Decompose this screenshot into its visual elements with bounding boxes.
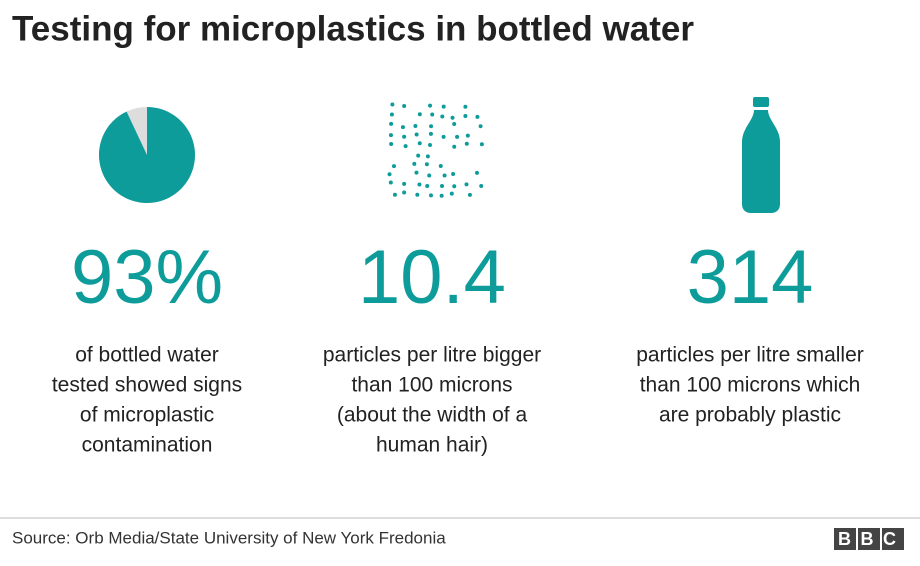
stat-value: 93% xyxy=(71,235,223,320)
title: Testing for microplastics in bottled wat… xyxy=(12,9,694,48)
logo-text: BBC xyxy=(838,529,906,549)
dot xyxy=(479,142,484,147)
logo-box xyxy=(858,528,880,550)
dot xyxy=(425,183,430,188)
dot xyxy=(467,192,472,197)
stat-description: tested showed signs xyxy=(52,374,242,397)
stat-description: (about the width of a xyxy=(337,404,528,427)
dot xyxy=(388,133,393,138)
source: Source: Orb Media/State University of Ne… xyxy=(12,528,446,547)
stat-description: of bottled water xyxy=(75,344,219,367)
dot xyxy=(402,190,407,195)
stat-value: 314 xyxy=(687,235,814,320)
dot xyxy=(449,191,454,196)
dot xyxy=(389,142,394,147)
pie-slice xyxy=(99,107,195,204)
stat-description: of microplastic xyxy=(80,404,214,427)
bottle-icon xyxy=(742,97,780,213)
stat-description: than 100 microns xyxy=(351,374,512,397)
dot xyxy=(428,142,433,147)
dot xyxy=(387,172,392,177)
dot xyxy=(452,121,457,126)
dot xyxy=(400,125,405,130)
dot xyxy=(412,161,417,166)
dot xyxy=(402,104,407,109)
dot xyxy=(388,180,393,185)
dot xyxy=(403,144,408,149)
stat-description: human hair) xyxy=(376,434,488,457)
dot xyxy=(428,103,433,108)
dot xyxy=(452,184,457,189)
dot xyxy=(442,173,447,178)
dot xyxy=(429,124,434,129)
dot xyxy=(478,124,483,129)
stat-description: are probably plastic xyxy=(659,404,841,427)
dot xyxy=(424,162,429,167)
dot xyxy=(438,163,443,168)
dot xyxy=(402,134,407,139)
dot xyxy=(417,141,422,146)
dot xyxy=(474,170,479,175)
logo: BBC xyxy=(834,528,906,550)
dot xyxy=(413,124,418,129)
dot xyxy=(439,184,444,189)
dot xyxy=(417,182,422,187)
dot xyxy=(430,112,435,117)
dot xyxy=(464,182,469,187)
dot xyxy=(425,154,430,159)
dot xyxy=(428,131,433,136)
dot xyxy=(463,104,468,109)
dot xyxy=(463,113,468,118)
dot xyxy=(475,114,480,119)
dot xyxy=(429,193,434,198)
dot xyxy=(464,141,469,146)
stat-description: particles per litre bigger xyxy=(323,344,541,367)
logo-box xyxy=(882,528,904,550)
dot xyxy=(465,133,470,138)
dot xyxy=(389,121,394,126)
dot xyxy=(427,173,432,178)
dot xyxy=(441,134,446,139)
logo-box xyxy=(834,528,856,550)
dot xyxy=(390,102,395,107)
dot xyxy=(392,192,397,197)
dot xyxy=(414,170,419,175)
dot xyxy=(450,115,455,120)
dot xyxy=(415,192,420,197)
dot xyxy=(389,112,394,117)
dot xyxy=(416,153,421,158)
dot xyxy=(417,112,422,117)
stat-description: particles per litre smaller xyxy=(636,344,864,367)
dot xyxy=(452,144,457,149)
dot xyxy=(440,114,445,119)
stat-description: than 100 microns which xyxy=(640,374,861,397)
dot xyxy=(479,184,484,189)
dot xyxy=(402,181,407,186)
dot xyxy=(441,104,446,109)
dot xyxy=(451,172,456,177)
stat-value: 10.4 xyxy=(358,235,506,320)
dot xyxy=(391,164,396,169)
dot xyxy=(439,193,444,198)
dot xyxy=(455,134,460,139)
stat-description: contamination xyxy=(82,434,213,457)
dot xyxy=(414,132,419,137)
